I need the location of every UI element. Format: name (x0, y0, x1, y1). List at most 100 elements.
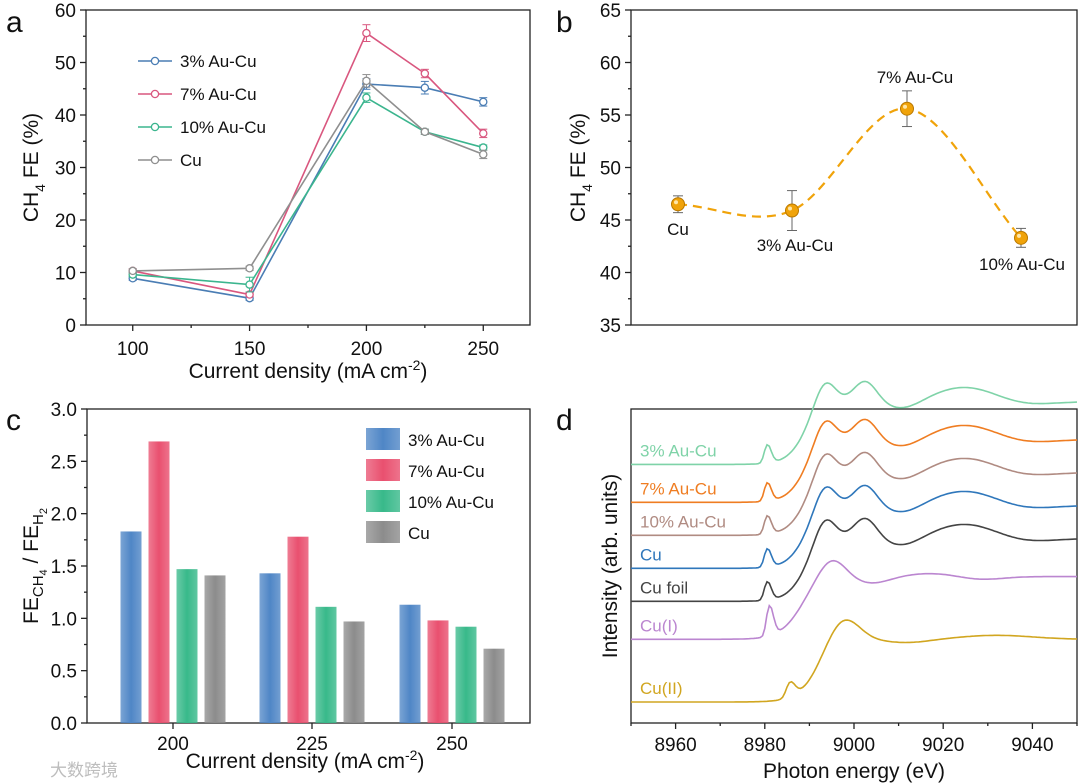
legend-swatch (366, 428, 400, 450)
panel-d: d 8960 8980 9000 9020 9040 Photon energy (eV) I… (556, 380, 1078, 783)
series-line-3 (132, 79, 484, 272)
data-point (362, 76, 371, 86)
data-point (785, 203, 799, 218)
y-tick-label: 45 (600, 211, 621, 232)
x-tick-label: 250 (436, 734, 468, 755)
bar (148, 441, 170, 723)
panel-b: b 35 40 45 50 55 60 65 CH4 FE (%) Cu 3% Au-Cu 7% Au… (556, 1, 1078, 337)
legend-label: 3% Au-Cu (180, 52, 257, 71)
data-point (900, 101, 914, 116)
y-tick-label: 50 (600, 159, 621, 180)
x-tick-label: 100 (117, 339, 149, 360)
y-axis-label-text: CH (567, 192, 590, 222)
data-point (479, 150, 488, 159)
data-point (420, 83, 430, 92)
data-point (245, 264, 254, 273)
bar (315, 606, 337, 723)
data-point (420, 69, 430, 78)
y-tick-label: 60 (55, 1, 76, 22)
bar (176, 569, 198, 723)
x-tick-label: 200 (351, 339, 383, 360)
bar (287, 536, 309, 723)
x-axis-label-sup: -2 (408, 357, 421, 373)
data-point (362, 28, 371, 38)
legend-label: 10% Au-Cu (180, 118, 266, 137)
spectrum-label: 3% Au-Cu (640, 441, 717, 460)
y-tick-label: 30 (55, 159, 76, 180)
legend-swatch (366, 490, 400, 512)
x-tick-label: 8960 (654, 735, 696, 756)
data-point-highlight (1017, 233, 1021, 238)
y-axis-label: CH4 FE (%) (567, 113, 595, 222)
point-label: 10% Au-Cu (979, 255, 1065, 274)
spectrum-label: Cu(I) (640, 616, 678, 635)
legend-label: 7% Au-Cu (408, 462, 485, 481)
data-point (420, 127, 430, 137)
x-axis-label-end: ) (417, 750, 424, 773)
y-tick-label: 1.0 (51, 609, 77, 630)
x-axis-label-text: Current density (mA cm (186, 750, 405, 773)
panel-letter-b: b (556, 6, 573, 39)
bar (483, 648, 505, 723)
bar (120, 531, 142, 723)
spectrum-line-6 (631, 619, 1078, 703)
x-tick-label: 225 (296, 734, 328, 755)
y-axis-label-end: FE (%) (20, 113, 43, 184)
panel-letter-c: c (6, 404, 21, 437)
plot-frame (85, 9, 531, 326)
legend-marker (150, 155, 160, 165)
trend-curve (677, 107, 1022, 239)
legend-label: 10% Au-Cu (408, 493, 494, 512)
y-tick-label: 0 (65, 316, 76, 337)
y-axis-label-ch-sub: 4 (38, 569, 50, 575)
point-label: Cu (667, 220, 689, 239)
y-axis-label-ch: CH (30, 575, 47, 597)
x-tick-label: 9000 (833, 735, 875, 756)
y-axis-label: Intensity (arb. units) (599, 474, 622, 658)
spectrum-label: Cu(II) (640, 679, 683, 698)
x-axis-label-text: Current density (mA cm (189, 360, 408, 383)
y-axis-label-end: FE (%) (567, 113, 590, 184)
data-point (128, 266, 137, 276)
bar (399, 604, 421, 723)
legend-swatch (366, 521, 400, 543)
plot-frame (630, 9, 1078, 326)
legend-label: 3% Au-Cu (408, 431, 485, 450)
y-axis-label-fe: FE (20, 597, 43, 624)
x-tick-label: 8980 (744, 735, 786, 756)
spectrum-line-3 (631, 484, 1077, 570)
spectrum-line-4 (631, 517, 1077, 603)
spectrum-label: 7% Au-Cu (640, 479, 717, 498)
y-axis-label: CH4 FE (%) (20, 113, 48, 222)
panel-c: c 0.0 0.5 1.0 1.5 2.0 2.5 3.0 200 225 250 3% Au-Cu 7… (6, 400, 531, 773)
spectrum-line-2 (631, 451, 1077, 537)
y-tick-label: 40 (600, 264, 621, 285)
y-axis-label-h: H (30, 514, 47, 525)
spectrum-line-1 (631, 418, 1077, 504)
legend-marker (150, 56, 160, 66)
y-tick-label: 20 (55, 211, 76, 232)
x-tick-label: 250 (467, 339, 499, 360)
y-tick-label: 0.0 (51, 714, 77, 735)
bar (204, 575, 226, 723)
y-axis-label-sep: / (20, 552, 43, 570)
y-axis-label-sub: 4 (579, 184, 595, 192)
data-point-highlight (674, 200, 678, 205)
bar (343, 621, 365, 723)
panel-letter-a: a (6, 6, 23, 39)
y-tick-label: 35 (600, 316, 621, 337)
y-tick-label: 60 (600, 54, 621, 75)
spectrum-label: Cu (640, 545, 662, 564)
x-tick-label: 200 (157, 734, 189, 755)
y-tick-label: 0.5 (51, 662, 77, 683)
y-axis-label-sub: 4 (32, 184, 48, 192)
data-point-highlight (788, 206, 792, 211)
legend-swatch (366, 459, 400, 481)
y-tick-label: 10 (55, 264, 76, 285)
panel-letter-d: d (556, 404, 573, 437)
y-tick-label: 65 (600, 1, 621, 22)
legend-label: Cu (408, 524, 430, 543)
y-axis-label-h-sub: 2 (38, 508, 50, 514)
y-tick-label: 3.0 (51, 400, 77, 421)
